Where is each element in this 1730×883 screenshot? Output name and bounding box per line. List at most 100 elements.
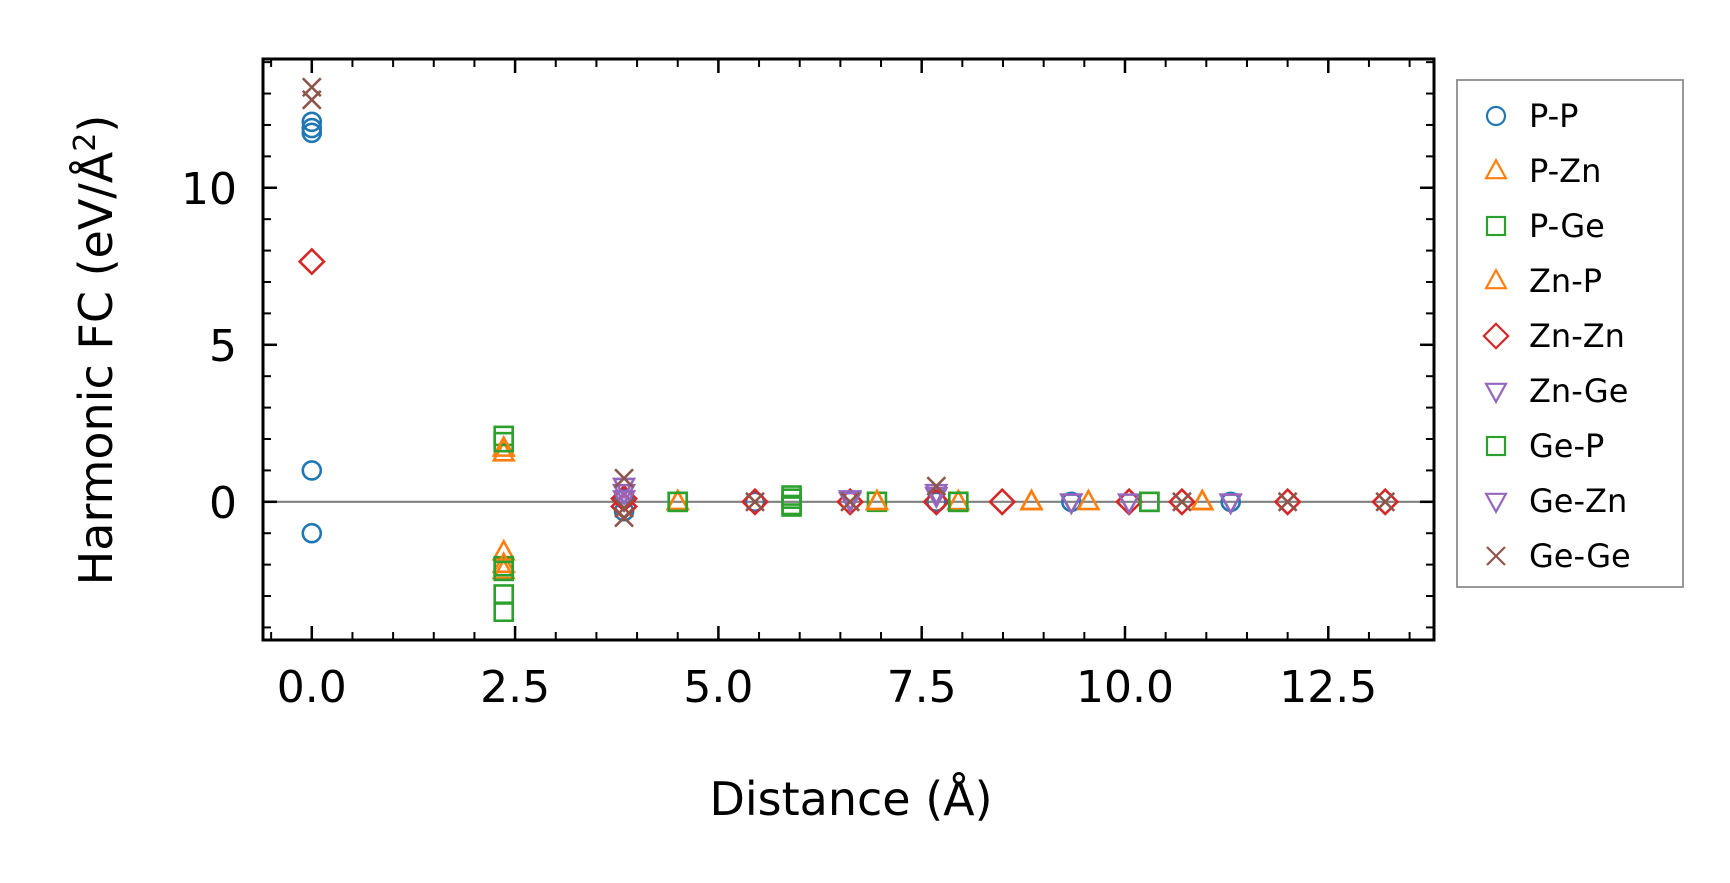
legend-item: Ge-Ge <box>1486 537 1631 575</box>
data-point <box>1171 491 1192 512</box>
data-point <box>1059 493 1084 516</box>
data-point <box>491 434 516 457</box>
data-point <box>1190 488 1215 511</box>
legend-label: Ge-P <box>1529 427 1604 465</box>
data-point <box>744 491 766 513</box>
legend-label: P-P <box>1529 97 1578 135</box>
legend-marker <box>1484 382 1508 405</box>
data-point <box>611 490 637 513</box>
legend-marker <box>1485 105 1507 127</box>
data-point <box>1116 493 1142 516</box>
legend-item: P-Zn <box>1484 152 1601 190</box>
legend-item: P-P <box>1485 97 1578 135</box>
y-tick-label: 5 <box>209 321 237 372</box>
x-tick-label: 2.5 <box>480 662 550 713</box>
data-point <box>1076 488 1101 511</box>
data-point <box>1273 487 1302 516</box>
data-point <box>1019 488 1044 511</box>
plot-area <box>263 77 1434 623</box>
legend-marker <box>1486 546 1506 566</box>
legend-item: P-Ge <box>1485 207 1605 245</box>
legend-marker <box>1484 267 1508 290</box>
y-tick-label: 10 <box>181 164 237 215</box>
legend: P-P P-Zn P-Ge Zn-P Zn-Zn Zn-Ge Ge-P Ge-Zn Ge-Ge <box>1456 79 1684 588</box>
legend-label: P-Zn <box>1529 152 1601 190</box>
legend-item: Ge-Zn <box>1484 482 1627 520</box>
axes: 0.0 2.5 5.0 7.5 10.0 12.5 0 5 10 <box>181 57 1436 713</box>
data-point <box>864 488 890 511</box>
data-point <box>924 487 949 510</box>
data-point <box>926 491 947 513</box>
y-axis-title-main: Harmonic FC (eV/Å <box>69 151 123 585</box>
data-point <box>301 111 323 133</box>
series-p-p <box>301 111 1242 544</box>
y-axis-title: Harmonic FC (eV/Å2) <box>68 115 124 586</box>
legend-label: Ge-Zn <box>1529 482 1627 520</box>
legend-marker <box>1484 492 1508 515</box>
plot-frame <box>261 57 1436 642</box>
data-point <box>301 122 323 144</box>
x-tick-label: 10.0 <box>1076 662 1174 713</box>
data-point <box>781 496 802 517</box>
data-point <box>946 488 971 511</box>
x-tick-label: 0.0 <box>277 662 347 713</box>
data-point <box>988 487 1017 516</box>
data-point <box>493 431 515 453</box>
legend-marker <box>1485 435 1507 457</box>
y-tick-label: 0 <box>209 478 237 529</box>
data-point <box>297 247 326 276</box>
data-point <box>1375 491 1396 512</box>
data-point <box>614 498 634 519</box>
data-point <box>1277 491 1298 512</box>
data-point <box>301 89 322 110</box>
series-ge-ge <box>301 77 1396 528</box>
legend-item: Zn-Zn <box>1482 317 1625 355</box>
series-zn-ge <box>611 477 1243 516</box>
data-point <box>745 491 765 512</box>
data-point <box>1167 487 1196 516</box>
data-point <box>926 476 947 497</box>
series-zn-p <box>491 434 1215 574</box>
y-axis-title-close: ) <box>69 115 123 133</box>
series-ge-p <box>493 431 1160 582</box>
data-point <box>493 601 515 623</box>
data-point <box>1371 487 1400 516</box>
legend-label: P-Ge <box>1529 207 1605 245</box>
legend-label: Zn-Zn <box>1529 317 1625 355</box>
data-point <box>1190 488 1215 511</box>
y-axis-title-superscript: 2 <box>68 133 103 152</box>
data-point <box>491 557 516 580</box>
data-point <box>614 468 634 489</box>
x-tick-label: 7.5 <box>887 662 957 713</box>
data-point <box>1139 491 1160 513</box>
legend-marker <box>1484 157 1508 180</box>
x-axis-title: Distance (Å) <box>709 772 992 826</box>
data-point <box>922 487 951 516</box>
series-p-ge <box>493 425 1160 623</box>
data-point <box>840 491 861 512</box>
series-ge-zn <box>611 483 1243 516</box>
legend-item: Zn-P <box>1484 262 1602 300</box>
legend-item: Zn-Ge <box>1484 372 1628 410</box>
legend-label: Zn-Ge <box>1529 372 1628 410</box>
data-point <box>1019 488 1044 511</box>
data-point <box>301 460 323 481</box>
legend-marker <box>1482 322 1510 350</box>
x-tick-label: 5.0 <box>683 662 753 713</box>
legend-item: Ge-P <box>1485 427 1604 465</box>
data-point <box>1218 493 1243 516</box>
legend-label: Ge-Ge <box>1529 537 1631 575</box>
data-point <box>667 491 689 513</box>
data-point <box>947 491 969 513</box>
legend-label: Zn-P <box>1529 262 1602 300</box>
data-point <box>740 487 769 516</box>
data-point <box>611 483 637 506</box>
data-point <box>665 488 690 511</box>
legend-marker <box>1485 215 1507 237</box>
data-point <box>838 491 863 514</box>
x-tick-label: 12.5 <box>1279 662 1377 713</box>
data-point <box>493 584 515 605</box>
data-point <box>493 560 515 582</box>
data-point <box>614 507 634 528</box>
